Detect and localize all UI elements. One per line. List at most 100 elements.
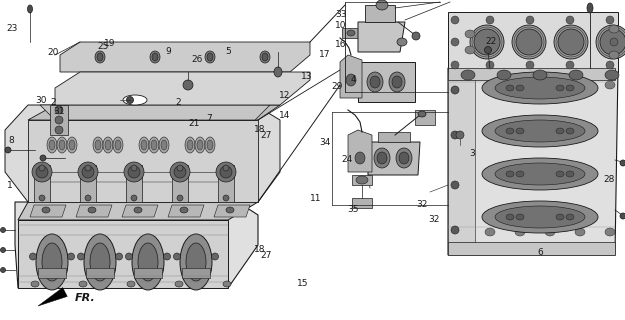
Ellipse shape: [526, 16, 534, 24]
Ellipse shape: [497, 70, 511, 80]
Ellipse shape: [566, 171, 574, 177]
Ellipse shape: [28, 5, 32, 13]
Ellipse shape: [566, 214, 574, 220]
Ellipse shape: [495, 77, 585, 99]
Text: 6: 6: [538, 248, 544, 257]
Ellipse shape: [566, 85, 574, 91]
Polygon shape: [18, 220, 228, 288]
Ellipse shape: [485, 228, 495, 236]
Ellipse shape: [197, 140, 203, 150]
Ellipse shape: [596, 25, 625, 59]
Ellipse shape: [29, 253, 36, 260]
Ellipse shape: [346, 74, 356, 86]
Ellipse shape: [556, 214, 564, 220]
Ellipse shape: [123, 95, 147, 105]
Ellipse shape: [451, 131, 459, 139]
Ellipse shape: [485, 81, 495, 89]
Ellipse shape: [506, 128, 514, 134]
Ellipse shape: [465, 30, 475, 38]
Ellipse shape: [5, 147, 11, 153]
Ellipse shape: [556, 171, 564, 177]
Ellipse shape: [367, 72, 383, 92]
Ellipse shape: [587, 3, 593, 13]
Ellipse shape: [399, 152, 409, 164]
Ellipse shape: [138, 243, 158, 281]
Ellipse shape: [131, 195, 137, 201]
Ellipse shape: [42, 243, 62, 281]
Text: 35: 35: [348, 205, 359, 214]
Polygon shape: [126, 165, 142, 202]
Ellipse shape: [216, 162, 236, 182]
Ellipse shape: [1, 228, 6, 233]
Ellipse shape: [95, 140, 101, 150]
Ellipse shape: [482, 201, 598, 233]
Ellipse shape: [180, 234, 212, 290]
Ellipse shape: [55, 116, 63, 124]
Ellipse shape: [85, 165, 91, 171]
Text: 10: 10: [335, 21, 346, 30]
Bar: [134, 268, 162, 278]
Ellipse shape: [516, 85, 524, 91]
Text: 27: 27: [260, 252, 271, 260]
Ellipse shape: [609, 25, 619, 33]
Polygon shape: [448, 68, 618, 255]
Ellipse shape: [185, 137, 195, 153]
Polygon shape: [378, 132, 410, 142]
Ellipse shape: [609, 51, 619, 59]
Ellipse shape: [128, 166, 140, 178]
Ellipse shape: [186, 243, 206, 281]
Polygon shape: [122, 205, 158, 217]
Ellipse shape: [465, 46, 475, 54]
Text: 15: 15: [298, 279, 309, 288]
Ellipse shape: [482, 158, 598, 190]
Text: 32: 32: [429, 215, 440, 224]
Ellipse shape: [103, 137, 113, 153]
Ellipse shape: [451, 38, 459, 46]
Ellipse shape: [223, 165, 229, 171]
Ellipse shape: [88, 207, 96, 213]
Ellipse shape: [211, 253, 219, 260]
Ellipse shape: [82, 166, 94, 178]
Ellipse shape: [482, 72, 598, 104]
Text: 16: 16: [335, 40, 346, 49]
Polygon shape: [214, 205, 250, 217]
Polygon shape: [28, 120, 258, 202]
Ellipse shape: [397, 38, 407, 46]
Ellipse shape: [554, 25, 588, 59]
Ellipse shape: [389, 72, 405, 92]
Text: 18: 18: [254, 245, 265, 254]
Ellipse shape: [456, 131, 464, 139]
Polygon shape: [448, 12, 618, 72]
Ellipse shape: [47, 137, 57, 153]
Polygon shape: [60, 42, 310, 72]
Text: 25: 25: [98, 42, 109, 51]
Ellipse shape: [506, 214, 514, 220]
Ellipse shape: [159, 137, 169, 153]
Ellipse shape: [68, 253, 74, 260]
Ellipse shape: [126, 97, 134, 103]
Ellipse shape: [545, 228, 555, 236]
Ellipse shape: [134, 207, 142, 213]
Ellipse shape: [374, 148, 390, 168]
Ellipse shape: [274, 67, 282, 77]
Ellipse shape: [486, 61, 494, 69]
Ellipse shape: [105, 140, 111, 150]
Ellipse shape: [545, 81, 555, 89]
Text: 3: 3: [469, 149, 475, 158]
Text: 9: 9: [166, 47, 172, 56]
Ellipse shape: [116, 253, 122, 260]
Polygon shape: [340, 55, 362, 98]
Text: 4: 4: [350, 76, 356, 84]
Text: 26: 26: [191, 55, 202, 64]
Ellipse shape: [177, 195, 183, 201]
Ellipse shape: [605, 228, 615, 236]
Polygon shape: [76, 205, 112, 217]
Text: 12: 12: [279, 92, 290, 100]
Ellipse shape: [59, 140, 65, 150]
Polygon shape: [415, 110, 435, 125]
Text: 8: 8: [8, 136, 14, 145]
Text: 31: 31: [54, 108, 65, 116]
Text: 20: 20: [48, 48, 59, 57]
Ellipse shape: [180, 207, 188, 213]
Ellipse shape: [175, 281, 183, 287]
